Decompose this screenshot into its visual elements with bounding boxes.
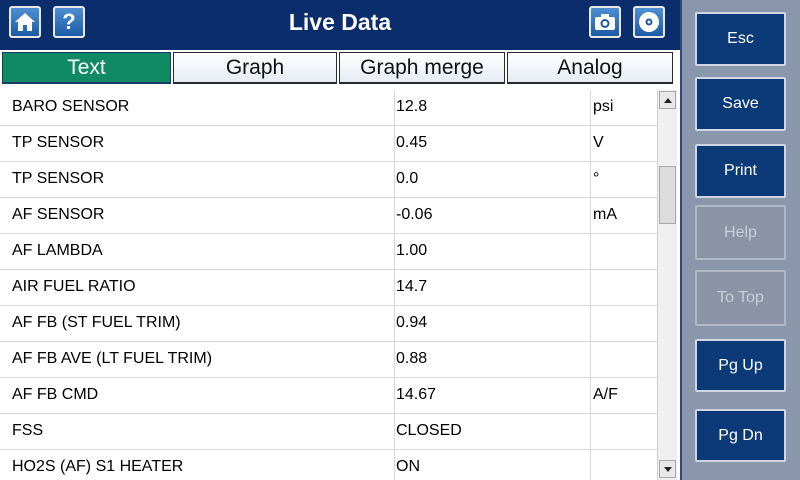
parameter-value: 1.00 — [396, 242, 428, 259]
parameter-unit — [593, 234, 655, 270]
parameter-name: AF SENSOR — [12, 206, 105, 223]
table-row[interactable]: AIR FUEL RATIO 14.7 — [0, 270, 657, 306]
parameter-unit — [593, 342, 655, 378]
home-icon — [15, 13, 35, 31]
tab-graph-merge[interactable]: Graph merge — [339, 52, 505, 84]
table-row[interactable]: HO2S (AF) S1 HEATER ON — [0, 450, 657, 480]
table-row[interactable]: AF SENSOR -0.06 mA — [0, 198, 657, 234]
header-bar: Live Data ? — [0, 0, 680, 44]
tab-text[interactable]: Text — [2, 52, 171, 84]
page-up-button[interactable]: Pg Up — [695, 339, 786, 392]
page-down-button[interactable]: Pg Dn — [695, 409, 786, 462]
parameter-unit — [593, 306, 655, 342]
tab-analog[interactable]: Analog — [507, 52, 673, 84]
parameter-value: ON — [396, 458, 420, 475]
parameter-unit — [593, 270, 655, 306]
live-data-table: BARO SENSOR 12.8 psi TP SENSOR 0.45 V TP… — [0, 90, 657, 480]
table-row[interactable]: AF FB AVE (LT FUEL TRIM) 0.88 — [0, 342, 657, 378]
parameter-unit: psi — [593, 98, 614, 115]
save-button[interactable]: Save — [695, 77, 786, 131]
parameter-name: AF FB (ST FUEL TRIM) — [12, 314, 181, 331]
parameter-value: -0.06 — [396, 206, 433, 223]
side-button-panel: Esc Save Print Help To Top Pg Up Pg Dn — [680, 0, 800, 480]
esc-button[interactable]: Esc — [695, 12, 786, 66]
table-row[interactable]: AF LAMBDA 1.00 — [0, 234, 657, 270]
parameter-unit — [593, 450, 655, 480]
help-button-side[interactable]: Help — [695, 205, 786, 260]
table-row[interactable]: AF FB CMD 14.67 A/F — [0, 378, 657, 414]
parameter-name: AF FB CMD — [12, 386, 99, 403]
camera-button[interactable] — [589, 6, 621, 38]
table-scrollbar[interactable] — [657, 90, 677, 480]
parameter-value: 14.67 — [396, 386, 437, 403]
parameter-unit — [593, 414, 655, 450]
to-top-button[interactable]: To Top — [695, 270, 786, 326]
parameter-name: TP SENSOR — [12, 134, 105, 151]
parameter-name: AIR FUEL RATIO — [12, 278, 136, 295]
camera-icon — [595, 14, 615, 30]
scroll-up-arrow-icon[interactable] — [659, 91, 676, 109]
table-row[interactable]: TP SENSOR 0.0 ° — [0, 162, 657, 198]
parameter-value: CLOSED — [396, 422, 462, 439]
parameter-value: 0.88 — [396, 350, 428, 367]
parameter-name: AF LAMBDA — [12, 242, 103, 259]
column-divider — [394, 90, 395, 480]
table-row[interactable]: AF FB (ST FUEL TRIM) 0.94 — [0, 306, 657, 342]
parameter-name: HO2S (AF) S1 HEATER — [12, 458, 184, 475]
tab-graph[interactable]: Graph — [173, 52, 337, 84]
disc-icon — [639, 12, 659, 32]
parameter-unit: mA — [593, 206, 617, 223]
table-row[interactable]: FSS CLOSED — [0, 414, 657, 450]
page-title: Live Data — [288, 9, 392, 35]
parameter-unit: ° — [593, 170, 600, 187]
table-row[interactable]: BARO SENSOR 12.8 psi — [0, 90, 657, 126]
tab-bar: Text Graph Graph merge Analog — [0, 44, 680, 86]
live-data-panel: Live Data ? Text — [0, 0, 680, 480]
parameter-value: 0.45 — [396, 134, 428, 151]
print-button[interactable]: Print — [695, 144, 786, 198]
parameter-value: 12.8 — [396, 98, 428, 115]
parameter-name: AF FB AVE (LT FUEL TRIM) — [12, 350, 213, 367]
parameter-name: FSS — [12, 422, 44, 439]
parameter-unit: V — [593, 134, 604, 151]
parameter-value: 0.94 — [396, 314, 428, 331]
disc-button[interactable] — [633, 6, 665, 38]
parameter-unit: A/F — [593, 386, 618, 403]
column-divider — [590, 90, 591, 480]
help-button[interactable]: ? — [53, 6, 85, 38]
tab-strip: Text Graph Graph merge Analog — [0, 50, 680, 86]
help-icon: ? — [62, 9, 76, 34]
parameter-name: TP SENSOR — [12, 170, 105, 187]
parameter-value: 14.7 — [396, 278, 428, 295]
home-button[interactable] — [9, 6, 41, 38]
parameter-name: BARO SENSOR — [12, 98, 130, 115]
parameter-value: 0.0 — [396, 170, 419, 187]
table-row[interactable]: TP SENSOR 0.45 V — [0, 126, 657, 162]
scroll-down-arrow-icon[interactable] — [659, 460, 676, 478]
scroll-thumb[interactable] — [659, 166, 676, 224]
